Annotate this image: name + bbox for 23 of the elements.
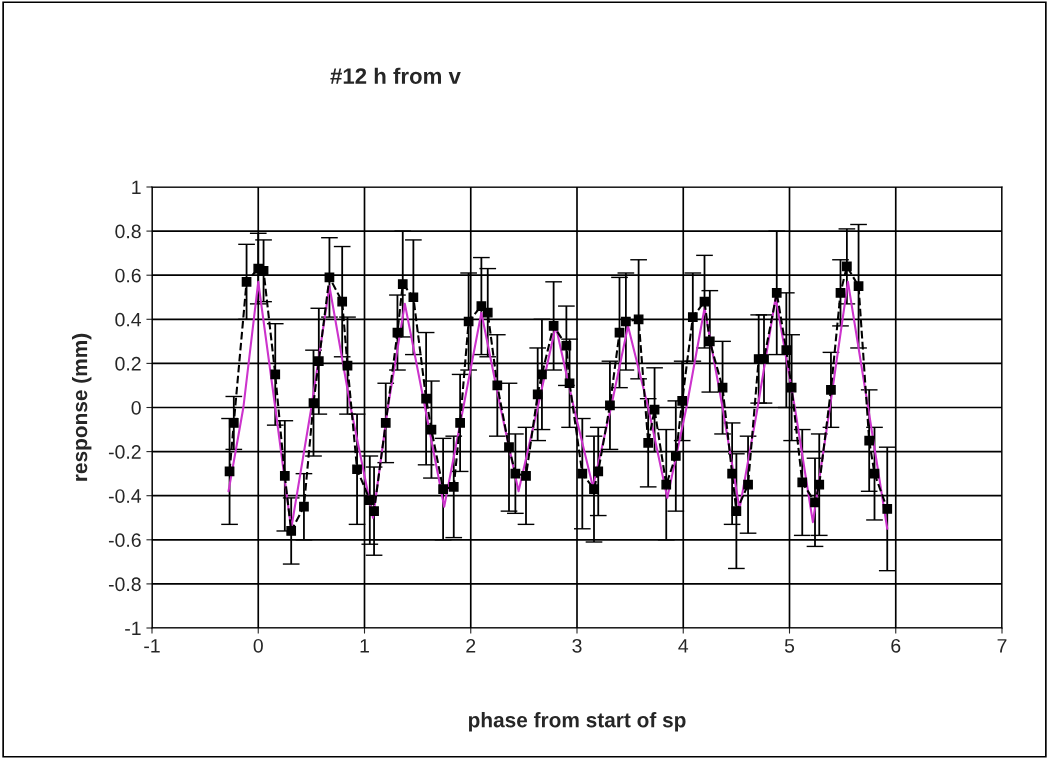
y-tick-label: 0.6 [115,268,141,283]
y-tick-label: 0 [131,400,141,415]
x-tick-label: 3 [572,638,582,653]
x-tick-label: 1 [360,639,369,653]
x-tick-label: 4 [678,639,689,653]
x-tick-label: 6 [891,638,901,653]
x-tick-label: -1 [144,639,160,653]
y-tick-label: 0.2 [115,356,141,371]
x-tick-label: 7 [997,639,1007,653]
y-tick-label: -0.4 [108,489,142,503]
y-tick-label: -1 [125,621,141,636]
chart-title: #12 h from v [330,67,461,84]
y-tick-label: 0.4 [115,312,142,327]
y-tick-label: 1 [132,180,141,195]
x-tick-label: 2 [466,638,476,653]
y-tick-label: -0.2 [108,445,141,459]
y-tick-label: -0.8 [108,577,141,592]
y-axis-title: response (mm) [71,333,92,481]
x-axis-title: phase from start of sp [468,712,686,732]
y-tick-label: -0.6 [108,533,141,548]
x-tick-label: 5 [784,639,795,653]
x-tick-label: 0 [253,638,263,653]
y-tick-label: 0.8 [115,224,141,239]
